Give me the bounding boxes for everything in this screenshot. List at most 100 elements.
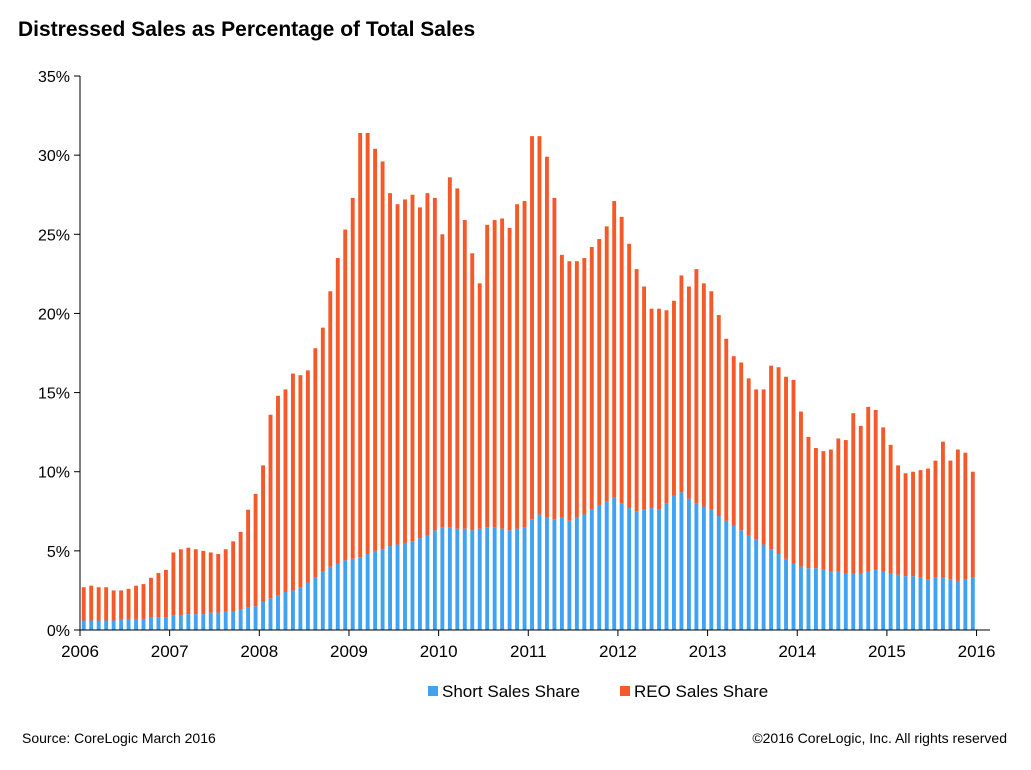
short-sales-bar [268, 598, 273, 630]
reo-sales-bar [866, 406, 871, 572]
source-note: Source: CoreLogic March 2016 [22, 730, 216, 746]
short-sales-bar [104, 620, 109, 630]
short-sales-bar [627, 508, 632, 630]
y-tick-label: 15% [38, 386, 70, 403]
reo-sales-bar [574, 261, 579, 518]
short-sales-bar [657, 509, 661, 630]
reo-sales-bar [612, 201, 617, 498]
reo-sales-bar [597, 239, 602, 505]
reo-sales-bar [664, 310, 669, 504]
short-sales-bar [328, 566, 333, 630]
reo-sales-bar [425, 193, 430, 536]
reo-sales-bar [156, 573, 161, 618]
reo-sales-bar [403, 199, 407, 543]
short-sales-bar [589, 509, 594, 630]
reo-sales-bar [642, 286, 647, 510]
short-sales-bar [432, 530, 437, 630]
short-sales-bar [261, 601, 265, 630]
reo-sales-bar [238, 531, 243, 610]
short-sales-bar [96, 620, 101, 630]
short-sales-bar [716, 516, 721, 630]
short-sales-bar [276, 595, 280, 630]
copyright-note: ©2016 CoreLogic, Inc. All rights reserve… [752, 730, 1007, 746]
short-sales-bar [201, 614, 206, 630]
y-tick-label: 10% [38, 465, 70, 482]
reo-sales-bar [963, 452, 968, 580]
reo-sales-bar [679, 275, 684, 493]
short-sales-bar [701, 506, 706, 630]
reo-sales-bar [216, 554, 221, 613]
reo-sales-bar [365, 132, 370, 555]
reo-sales-bar [851, 413, 856, 574]
axes-group: 0% 5% 10% 15% 20% 25% 30% 35% 2006 2007 2008 2009 20… [38, 69, 995, 661]
reo-sales-bar [246, 509, 251, 608]
reo-sales-bar [440, 234, 445, 528]
reo-sales-bar [171, 552, 176, 616]
reo-sales-bar [522, 201, 527, 528]
reo-sales-bar [627, 243, 632, 509]
short-sales-bar [896, 574, 901, 630]
legend-label-short: Short Sales Share [442, 682, 580, 701]
short-sales-bar [911, 576, 915, 630]
short-sales-bar [754, 539, 759, 630]
reo-sales-bar [149, 577, 153, 618]
short-sales-bar [119, 618, 124, 630]
short-sales-bar [477, 528, 482, 630]
short-sales-bar [343, 560, 348, 630]
short-sales-bar [649, 508, 654, 630]
short-sales-bar [843, 573, 848, 630]
reo-sales-bar [119, 590, 124, 619]
reo-sales-bar [492, 220, 497, 528]
short-sales-bar [283, 592, 288, 630]
reo-sales-bar [81, 587, 86, 621]
short-sales-bar [784, 558, 788, 630]
short-sales-bar [769, 549, 774, 630]
short-sales-bar [440, 527, 445, 630]
short-sales-bar [582, 514, 587, 630]
short-sales-bar [806, 568, 811, 630]
short-sales-bar [791, 563, 796, 630]
short-sales-bar [500, 528, 505, 630]
short-sales-bar [223, 611, 228, 630]
reo-sales-bar [320, 327, 325, 572]
reo-sales-bar [903, 473, 908, 577]
short-sales-bar [604, 501, 609, 630]
reo-sales-bar [873, 409, 878, 570]
short-sales-bar [724, 520, 729, 630]
short-sales-bar [134, 618, 138, 630]
short-sales-bar [403, 542, 407, 630]
short-sales-bar [410, 541, 415, 630]
short-sales-bar [881, 571, 886, 630]
reo-sales-bar [134, 585, 138, 619]
short-sales-bar [672, 495, 676, 630]
x-tick-label: 2012 [599, 642, 637, 661]
reo-sales-bar [955, 449, 960, 581]
reo-sales-bar [455, 188, 460, 529]
short-sales-bar [821, 569, 826, 630]
reo-sales-bar [201, 550, 206, 615]
reo-sales-bar [470, 253, 475, 531]
reo-sales-bar [694, 269, 699, 504]
short-sales-bar [149, 617, 153, 630]
short-sales-bar [89, 620, 94, 630]
short-sales-bar [746, 535, 751, 630]
reo-sales-bar [828, 449, 833, 572]
legend: Short Sales Share REO Sales Share [428, 682, 768, 701]
short-sales-bar [619, 503, 624, 630]
reo-sales-bar [896, 465, 901, 575]
reo-sales-bar [813, 447, 818, 569]
reo-sales-bar [178, 549, 183, 616]
short-sales-bar [537, 514, 542, 630]
short-sales-bar [530, 519, 534, 630]
reo-sales-bar [918, 470, 923, 578]
reo-sales-bar [791, 379, 796, 564]
reo-sales-bar [731, 356, 736, 526]
x-tick-label: 2013 [689, 642, 727, 661]
reo-sales-bar [761, 389, 766, 545]
short-sales-bar [679, 492, 684, 630]
reo-sales-bar [141, 584, 146, 619]
short-sales-bar [559, 517, 564, 630]
short-sales-bar [694, 503, 699, 630]
short-sales-bar [358, 557, 363, 630]
reo-sales-bar [500, 218, 505, 529]
